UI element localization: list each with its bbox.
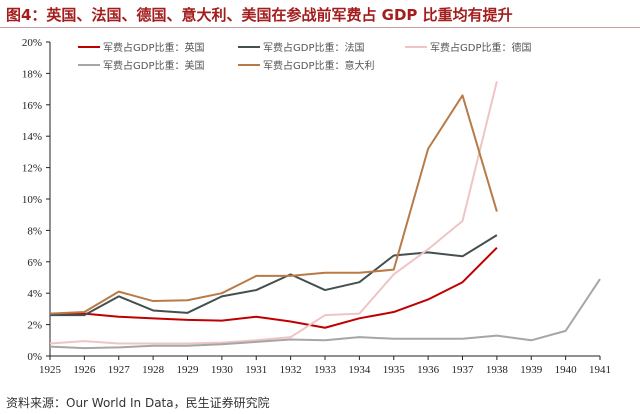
series-line-4 (49, 94, 498, 315)
x-tick-label: 1928 (142, 364, 165, 376)
x-tick-label: 1936 (417, 364, 440, 376)
x-tick-label: 1935 (383, 364, 406, 376)
chart-title: 图4：英国、法国、德国、意大利、美国在参战前军费占 GDP 比重均有提升 (6, 6, 513, 24)
y-tick-label: 0% (27, 351, 42, 363)
x-tick-label: 1941 (589, 364, 611, 376)
x-tick-label: 1940 (555, 364, 578, 376)
x-tick-label: 1937 (452, 364, 475, 376)
legend-label: 军费占GDP比重：意大利 (263, 59, 374, 72)
legend-label: 军费占GDP比重：法国 (263, 41, 364, 54)
x-tick-label: 1931 (245, 364, 267, 376)
x-tick-label: 1932 (280, 364, 302, 376)
x-tick-label: 1938 (486, 364, 509, 376)
x-tick-label: 1926 (73, 364, 96, 376)
legend-label: 军费占GDP比重：德国 (430, 41, 531, 54)
x-tick-label: 1930 (211, 364, 234, 376)
y-tick-label: 14% (22, 131, 42, 143)
series-line-0 (50, 246, 498, 329)
series-line-2 (49, 81, 498, 345)
x-tick-label: 1934 (348, 364, 371, 376)
y-tick-label: 18% (22, 68, 42, 80)
y-tick-label: 10% (22, 194, 42, 206)
x-tick-label: 1927 (108, 364, 131, 376)
legend-label: 军费占GDP比重：美国 (103, 59, 204, 72)
y-tick-label: 20% (22, 37, 42, 49)
x-tick-label: 1929 (177, 364, 200, 376)
x-tick-label: 1939 (520, 364, 543, 376)
legend-label: 军费占GDP比重：英国 (103, 41, 204, 54)
series-line-3 (49, 278, 601, 350)
y-tick-label: 8% (27, 225, 42, 237)
y-tick-label: 2% (27, 320, 42, 332)
x-tick-label: 1925 (39, 364, 62, 376)
x-tick-label: 1933 (314, 364, 337, 376)
y-tick-label: 6% (27, 257, 42, 269)
y-tick-label: 12% (22, 163, 42, 175)
source-note: 资料来源：Our World In Data，民生证券研究院 (6, 396, 270, 410)
y-tick-label: 4% (27, 288, 42, 300)
y-tick-label: 16% (22, 100, 42, 112)
title-divider (0, 27, 640, 28)
